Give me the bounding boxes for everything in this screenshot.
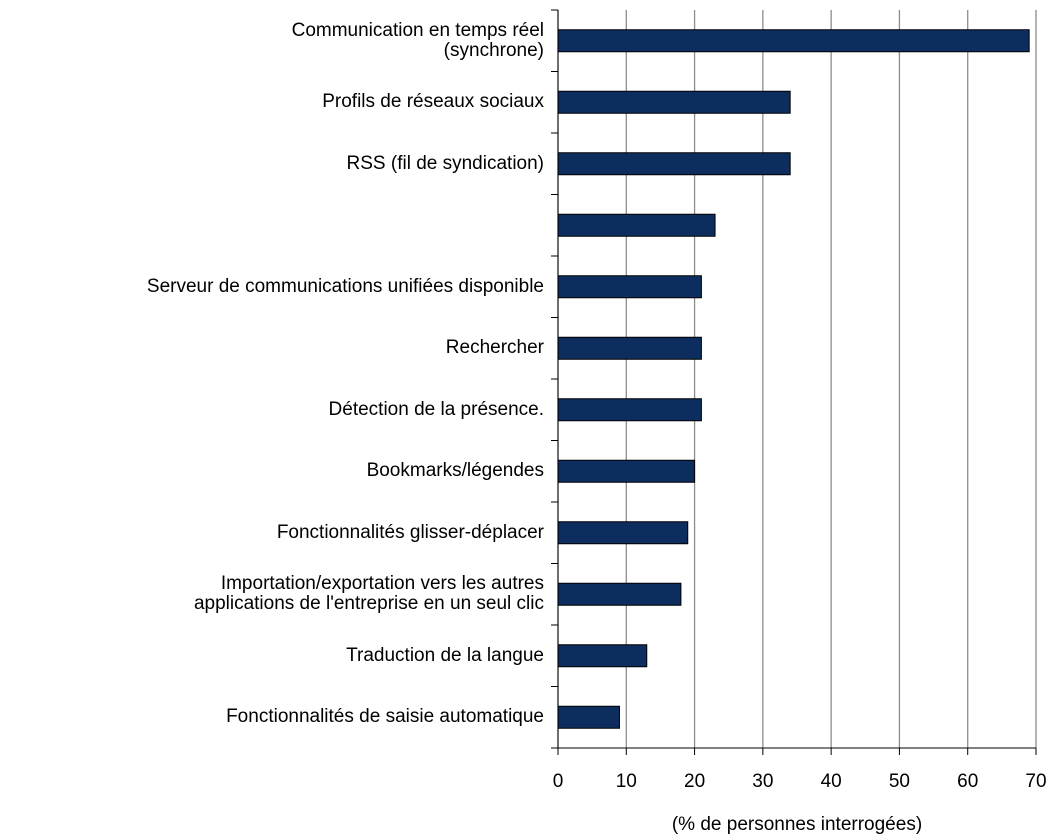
bar: [557, 275, 702, 299]
x-tick-label: 50: [889, 771, 910, 792]
x-tick-label: 20: [684, 771, 705, 792]
bar: [557, 644, 648, 668]
x-tick-label: 10: [616, 771, 637, 792]
x-axis-label: (% de personnes interrogées): [672, 814, 922, 835]
y-tick-label: RSS (fil de syndication): [346, 152, 544, 174]
y-tick-label: Serveur de communications unifiées dispo…: [146, 275, 544, 297]
y-tick-label: Profils de réseaux sociaux: [322, 91, 544, 113]
bar: [557, 521, 689, 545]
x-tick-label: 30: [752, 771, 773, 792]
y-tick-label: Fonctionnalités glisser-déplacer: [276, 521, 544, 543]
y-tick-label: Détection de la présence.: [328, 398, 544, 420]
bar: [557, 336, 702, 360]
bar: [557, 152, 791, 176]
bar: [557, 705, 620, 729]
x-tick-label: 60: [957, 771, 978, 792]
bar: [557, 213, 716, 237]
x-tick-label: 0: [553, 771, 564, 792]
bar: [557, 582, 682, 606]
bar: [557, 29, 1030, 53]
x-tick-label: 70: [1025, 771, 1046, 792]
x-tick-label: 40: [821, 771, 842, 792]
bar: [557, 90, 791, 114]
y-tick-label: Traduction de la langue: [346, 644, 544, 666]
bar: [557, 459, 696, 483]
y-tick-label: Bookmarks/légendes: [366, 460, 544, 482]
bar: [557, 398, 702, 422]
y-tick-label: Importation/exportation vers les autres …: [193, 573, 544, 615]
y-tick-label: Communication en temps réel (synchrone): [291, 19, 544, 61]
y-tick-label: Rechercher: [445, 337, 544, 359]
y-tick-label: Fonctionnalités de saisie automatique: [226, 706, 544, 728]
